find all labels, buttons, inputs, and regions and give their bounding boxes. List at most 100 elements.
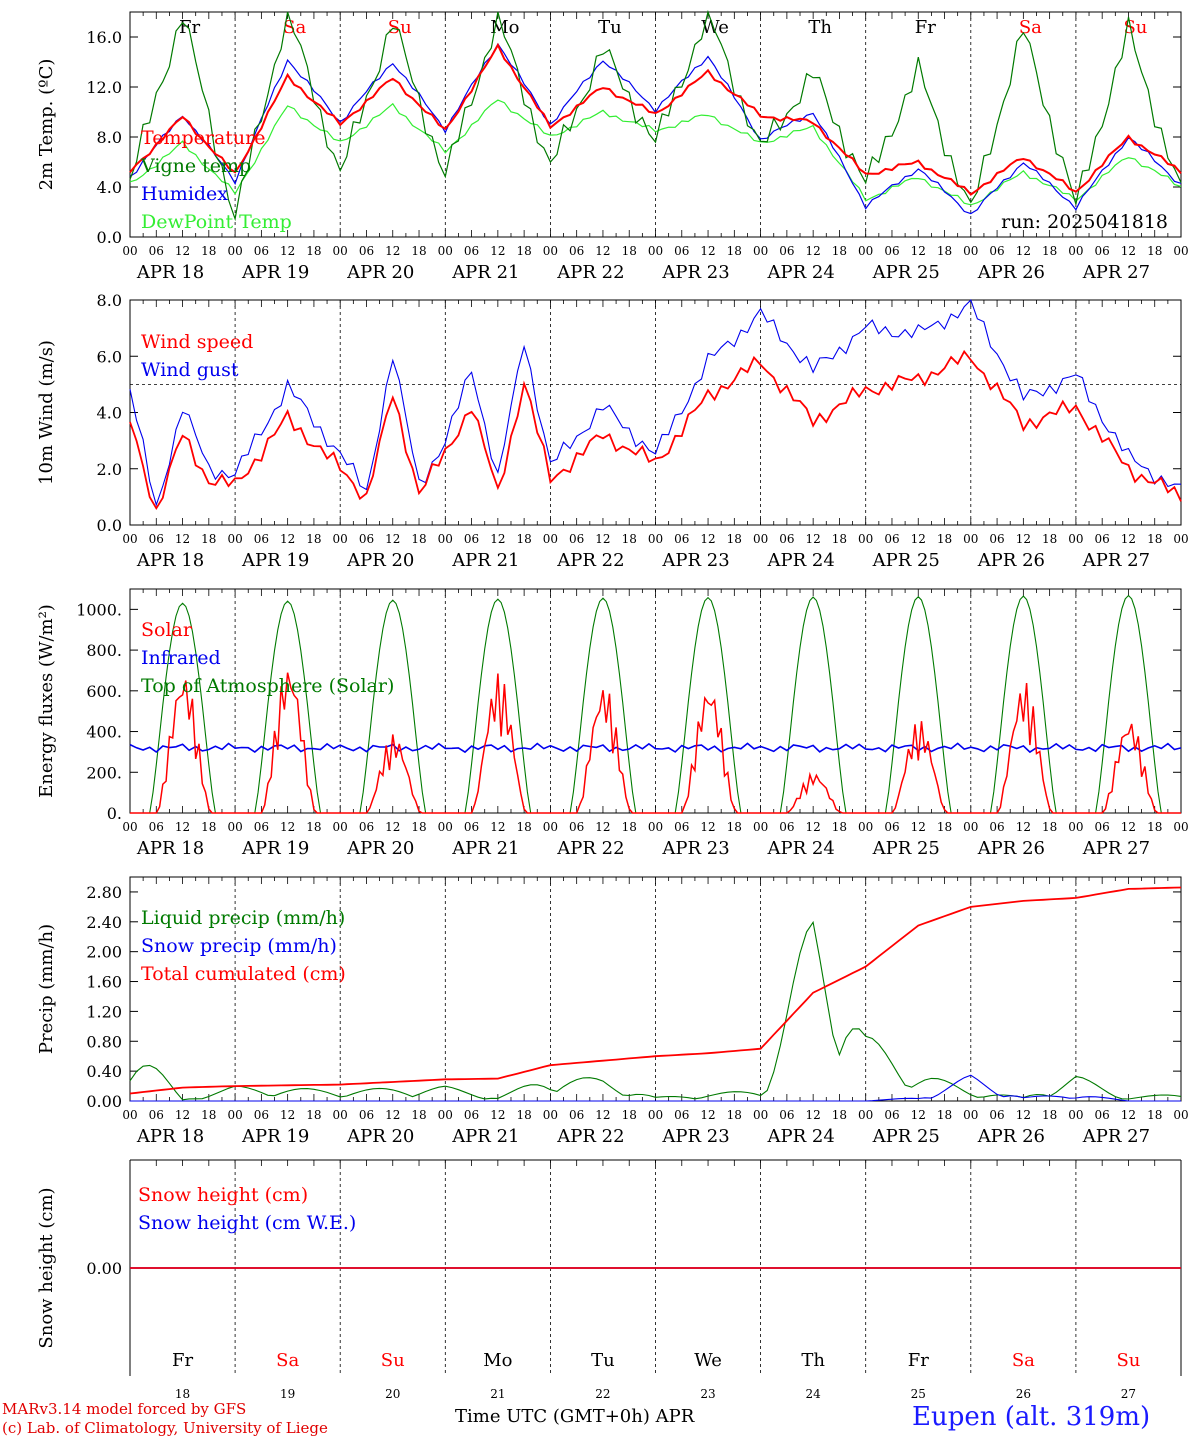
date-label: APR 19 xyxy=(241,1126,309,1147)
date-label: APR 18 xyxy=(136,838,204,859)
hour-tick-label: 06 xyxy=(359,244,374,258)
hour-tick-label: 18 xyxy=(937,532,952,546)
hour-tick-label: 12 xyxy=(175,532,190,546)
hour-tick-label: 06 xyxy=(464,820,479,834)
date-label: APR 21 xyxy=(451,838,519,859)
y-tick-label: 0.00 xyxy=(86,1259,122,1278)
hour-tick-label: 12 xyxy=(806,1108,821,1122)
credits: MARv3.14 model forced by GFS (c) Lab. of… xyxy=(2,1400,328,1438)
run-label: run: 2025041818 xyxy=(1001,211,1168,233)
hour-tick-label: 18 xyxy=(622,244,637,258)
time-axis-label: Time UTC (GMT+0h) APR xyxy=(455,1406,695,1427)
y-axis-label: Precip (mm/h) xyxy=(36,924,57,1054)
hour-tick-label: 00 xyxy=(122,820,137,834)
hour-tick-label: 06 xyxy=(1095,1108,1110,1122)
hour-tick-label: 06 xyxy=(674,244,689,258)
y-tick-label: 4.0 xyxy=(97,404,122,423)
hour-tick-label: 06 xyxy=(569,532,584,546)
day-name: Mo xyxy=(483,1350,512,1371)
series-line xyxy=(130,1074,1181,1102)
legend-entry: Snow height (cm) xyxy=(138,1184,308,1206)
date-label: APR 25 xyxy=(872,262,940,283)
hour-tick-label: 18 xyxy=(727,1108,742,1122)
hour-tick-label: 06 xyxy=(884,820,899,834)
hour-tick-label: 00 xyxy=(333,532,348,546)
y-tick-label: 2.0 xyxy=(97,460,122,479)
hour-tick-label: 12 xyxy=(1121,532,1136,546)
legend-entry: Wind gust xyxy=(141,359,239,381)
hour-tick-label: 00 xyxy=(648,532,663,546)
hour-tick-label: 18 xyxy=(516,820,531,834)
date-label: APR 26 xyxy=(977,838,1045,859)
day-name: Sa xyxy=(283,17,306,38)
hour-tick-label: 06 xyxy=(569,820,584,834)
hour-tick-label: 00 xyxy=(648,820,663,834)
hour-tick-label: 18 xyxy=(1042,244,1057,258)
date-label: APR 27 xyxy=(1082,1126,1150,1147)
day-name: We xyxy=(694,1350,722,1371)
hour-tick-label: 06 xyxy=(674,820,689,834)
hour-tick-label: 06 xyxy=(149,1108,164,1122)
hour-tick-label: 12 xyxy=(595,1108,610,1122)
date-label: APR 23 xyxy=(661,838,729,859)
hour-tick-label: 00 xyxy=(333,244,348,258)
date-label: APR 27 xyxy=(1082,550,1150,571)
date-label: APR 20 xyxy=(346,838,414,859)
hour-tick-label: 12 xyxy=(490,1108,505,1122)
hour-tick-label: 00 xyxy=(543,820,558,834)
y-tick-label: 400. xyxy=(86,723,122,742)
date-label: APR 21 xyxy=(451,262,519,283)
hour-tick-label: 06 xyxy=(464,1108,479,1122)
hour-tick-label: 06 xyxy=(884,244,899,258)
hour-tick-label: 00 xyxy=(227,532,242,546)
hour-tick-label: 00 xyxy=(963,820,978,834)
day-name: Tu xyxy=(598,17,622,38)
date-label: APR 25 xyxy=(872,838,940,859)
day-name: Su xyxy=(381,1350,405,1371)
hour-tick-label: 18 xyxy=(1042,532,1057,546)
series-line xyxy=(129,298,1182,507)
hour-tick-label: 00 xyxy=(122,1108,137,1122)
date-label: APR 27 xyxy=(1082,838,1150,859)
y-tick-label: 200. xyxy=(86,763,122,782)
hour-tick-label: 18 xyxy=(832,820,847,834)
date-label: APR 24 xyxy=(767,838,835,859)
y-tick-label: 0.40 xyxy=(86,1062,122,1081)
y-tick-label: 1000. xyxy=(76,600,122,619)
hour-tick-label: 06 xyxy=(149,532,164,546)
hour-tick-label: 18 xyxy=(516,1108,531,1122)
hour-tick-label: 06 xyxy=(149,820,164,834)
hour-tick-label: 12 xyxy=(385,820,400,834)
date-label: APR 21 xyxy=(451,550,519,571)
hour-tick-label: 12 xyxy=(385,1108,400,1122)
series-line xyxy=(129,920,1182,1101)
y-tick-label: 0.0 xyxy=(97,516,122,535)
legend-entry: Total cumulated (cm) xyxy=(141,963,346,985)
hour-tick-label: 12 xyxy=(700,244,715,258)
day-name: Sa xyxy=(1019,17,1042,38)
hour-tick-label: 00 xyxy=(333,1108,348,1122)
y-tick-label: 6.0 xyxy=(97,347,122,366)
hour-tick-label: 12 xyxy=(490,244,505,258)
hour-tick-label: 12 xyxy=(806,244,821,258)
hour-tick-label: 18 xyxy=(832,244,847,258)
hour-tick-label: 06 xyxy=(779,244,794,258)
hour-tick-label: 12 xyxy=(1121,244,1136,258)
hour-tick-label: 18 xyxy=(516,532,531,546)
y-tick-label: 0.80 xyxy=(86,1032,122,1051)
hour-tick-label: 00 xyxy=(122,532,137,546)
hour-tick-label: 18 xyxy=(832,532,847,546)
date-label: APR 19 xyxy=(241,262,309,283)
date-label: APR 26 xyxy=(977,1126,1045,1147)
hour-tick-label: 06 xyxy=(254,1108,269,1122)
y-tick-label: 0.0 xyxy=(97,228,122,247)
legend-entry: DewPoint Temp xyxy=(141,211,292,233)
hour-tick-label: 18 xyxy=(411,532,426,546)
legend-entry: Snow height (cm W.E.) xyxy=(138,1212,356,1234)
hour-tick-label: 12 xyxy=(911,820,926,834)
legend-entry: Liquid precip (mm/h) xyxy=(141,907,345,929)
y-tick-label: 2.80 xyxy=(86,883,122,902)
hour-tick-label: 06 xyxy=(569,244,584,258)
hour-tick-label: 06 xyxy=(779,820,794,834)
series-line xyxy=(130,672,1181,814)
